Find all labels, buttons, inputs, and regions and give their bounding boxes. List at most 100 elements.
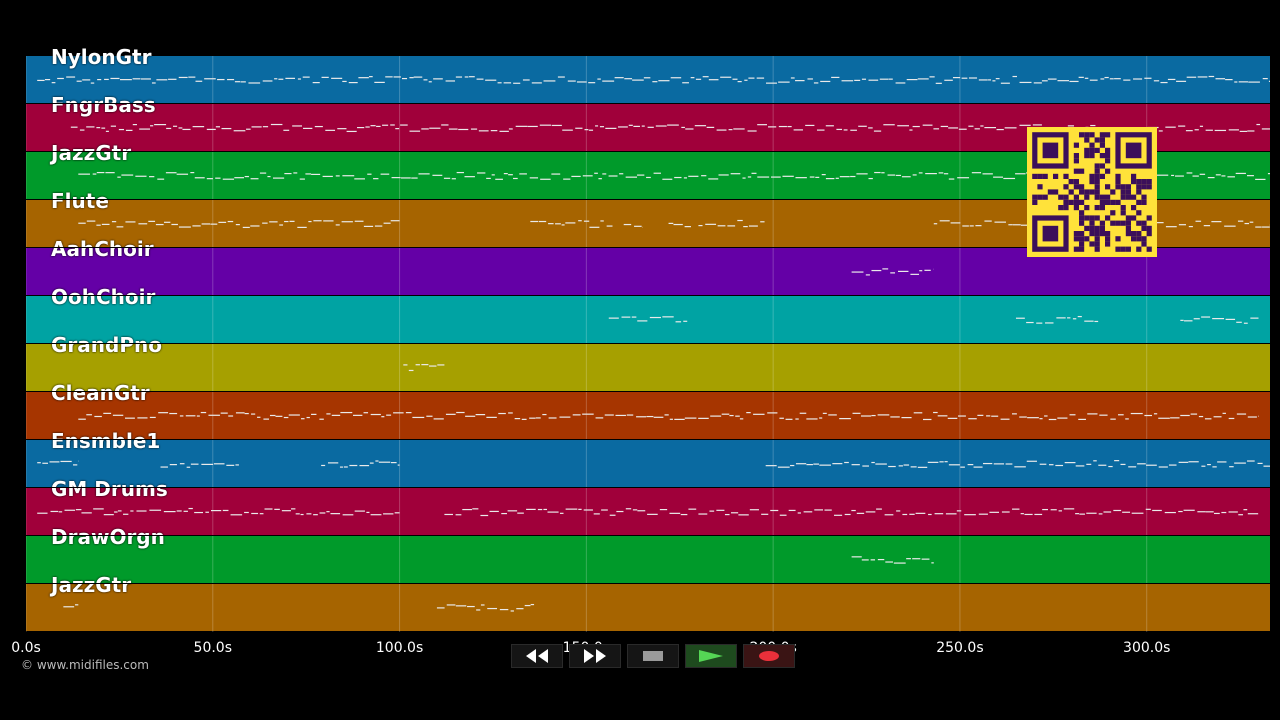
qr-module [1099,142,1105,148]
qr-module [1115,236,1121,242]
qr-module [1099,225,1105,231]
track-label: JazzGtr [51,141,132,165]
qr-module [1141,194,1147,200]
qr-module [1084,236,1090,242]
qr-module [1073,231,1079,237]
note-roll [37,75,1270,612]
qr-module [1084,132,1090,138]
qr-finder [1042,225,1059,242]
qr-module [1053,189,1059,195]
qr-module [1089,189,1095,195]
qr-module [1079,246,1085,252]
track-row: DrawOrgn [26,525,1270,583]
qr-module [1084,225,1090,231]
track-row: CleanGtr [26,381,1270,439]
qr-module [1089,231,1095,237]
qr-module [1063,173,1069,179]
qr-module [1073,236,1079,242]
qr-module [1125,231,1131,237]
qr-module [1105,132,1111,138]
axis-tick-label: 50.0s [193,640,233,656]
track-label: JazzGtr [51,573,132,597]
track-label: DrawOrgn [51,525,165,549]
qr-module [1079,215,1085,221]
qr-module [1141,184,1147,190]
qr-module [1079,199,1085,205]
qr-module [1094,241,1100,247]
qr-module [1089,215,1095,221]
qr-module [1089,147,1095,153]
track-label: NylonGtr [51,45,152,69]
qr-module [1125,246,1131,252]
qr-module [1068,189,1074,195]
qr-module [1079,189,1085,195]
record-button[interactable] [743,644,795,668]
qr-module [1094,179,1100,185]
track-row: GrandPno [26,333,1270,391]
qr-module [1115,246,1121,252]
qr-module [1058,194,1064,200]
track-row: Ensmble1 [26,429,1270,487]
qr-module [1037,173,1043,179]
track-row: OohChoir [26,285,1270,343]
qr-module [1146,179,1152,185]
qr-module [1089,153,1095,159]
qr-module [1125,194,1131,200]
qr-module [1073,194,1079,200]
qr-module [1079,132,1085,138]
qr-module [1099,199,1105,205]
track-label: FngrBass [51,93,156,117]
qr-module [1073,199,1079,205]
qr-module [1105,184,1111,190]
qr-module [1073,153,1079,159]
qr-module [1037,194,1043,200]
qr-module [1089,179,1095,185]
qr-module [1073,246,1079,252]
qr-module [1063,194,1069,200]
qr-module [1032,173,1038,179]
rewind-button[interactable] [511,644,563,668]
qr-module [1073,158,1079,164]
qr-module [1053,173,1059,179]
qr-module [1136,246,1142,252]
axis-tick-label: 300.0s [1123,640,1171,656]
qr-module [1099,220,1105,226]
qr-code [1027,127,1157,257]
qr-module [1141,179,1147,185]
qr-module [1120,220,1126,226]
qr-module [1146,184,1152,190]
qr-module [1094,147,1100,153]
qr-module [1094,231,1100,237]
record-icon [759,651,779,661]
play-button[interactable] [685,644,737,668]
qr-module [1063,199,1069,205]
qr-module [1146,215,1152,221]
qr-module [1110,199,1116,205]
qr-module [1105,158,1111,164]
qr-module [1094,163,1100,169]
qr-module [1079,231,1085,237]
qr-module [1089,173,1095,179]
qr-module [1141,241,1147,247]
fast-forward-button[interactable] [569,644,621,668]
qr-module [1146,246,1152,252]
qr-module [1110,189,1116,195]
track-label: GM Drums [51,477,168,501]
qr-finder [1042,142,1059,159]
qr-module [1099,194,1105,200]
qr-module [1058,205,1064,211]
qr-module [1125,189,1131,195]
qr-module [1115,184,1121,190]
qr-module [1084,137,1090,143]
track-label: OohChoir [51,285,156,309]
qr-module [1131,179,1137,185]
qr-module [1136,184,1142,190]
qr-module [1105,215,1111,221]
qr-module [1084,215,1090,221]
track-label: AahChoir [51,237,154,261]
qr-module [1099,205,1105,211]
qr-module [1079,236,1085,242]
stop-button[interactable] [627,644,679,668]
qr-finder [1125,142,1142,159]
qr-module [1079,220,1085,226]
